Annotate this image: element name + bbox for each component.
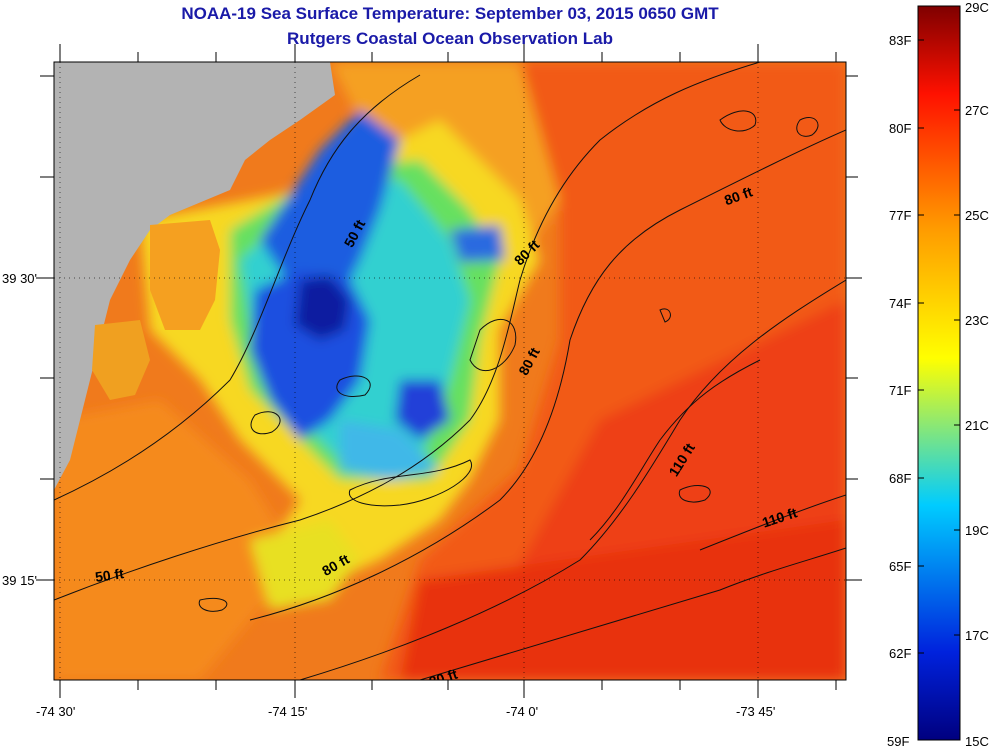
colorbar-c-27: 27C <box>965 103 989 118</box>
colorbar-f-80: 80F <box>889 121 911 136</box>
colorbar: 83F 80F 77F 74F 71F 68F 65F 62F 59F 29C … <box>887 0 989 749</box>
contour-label-50ft-south: 50 ft <box>94 565 125 585</box>
colorbar-f-65: 65F <box>889 559 911 574</box>
map-title: NOAA-19 Sea Surface Temperature: Septemb… <box>181 4 719 23</box>
colorbar-ticks <box>918 39 960 654</box>
colorbar-c-21: 21C <box>965 418 989 433</box>
lat-label-39-15: 39 15' <box>2 573 37 588</box>
map-panel: 50 ft 80 ft 80 ft 80 ft 80 ft 50 ft 80 f… <box>54 62 846 680</box>
colorbar-f-74: 74F <box>889 296 911 311</box>
sst-field <box>54 62 846 680</box>
colorbar-f-83: 83F <box>889 33 911 48</box>
colorbar-c-23: 23C <box>965 313 989 328</box>
colorbar-f-59: 59F <box>887 734 909 749</box>
colorbar-gradient-bar <box>917 5 961 741</box>
bathymetry-contours <box>54 62 846 680</box>
colorbar-c-15: 15C <box>965 734 989 749</box>
colorbar-c-29: 29C <box>965 0 989 15</box>
colorbar-c-19: 19C <box>965 523 989 538</box>
land-mass <box>54 62 335 490</box>
lon-label-74-15: -74 15' <box>268 704 307 719</box>
colorbar-f-68: 68F <box>889 471 911 486</box>
colorbar-f-71: 71F <box>889 383 911 398</box>
colorbar-c-25: 25C <box>965 208 989 223</box>
coastal-bay <box>150 220 220 330</box>
axis-ticks <box>36 44 862 698</box>
colorbar-f-77: 77F <box>889 208 911 223</box>
colorbar-f-62: 62F <box>889 646 911 661</box>
lat-label-39-30: 39 30' <box>2 271 37 286</box>
map-subtitle: Rutgers Coastal Ocean Observation Lab <box>287 29 613 48</box>
lon-label-74-0: -74 0' <box>506 704 538 719</box>
coastal-inlet <box>92 320 150 400</box>
map-frame <box>53 61 847 681</box>
colorbar-c-17: 17C <box>965 628 989 643</box>
grid-lines <box>54 62 846 680</box>
lon-label-73-45: -73 45' <box>736 704 775 719</box>
lon-label-74-30: -74 30' <box>36 704 75 719</box>
